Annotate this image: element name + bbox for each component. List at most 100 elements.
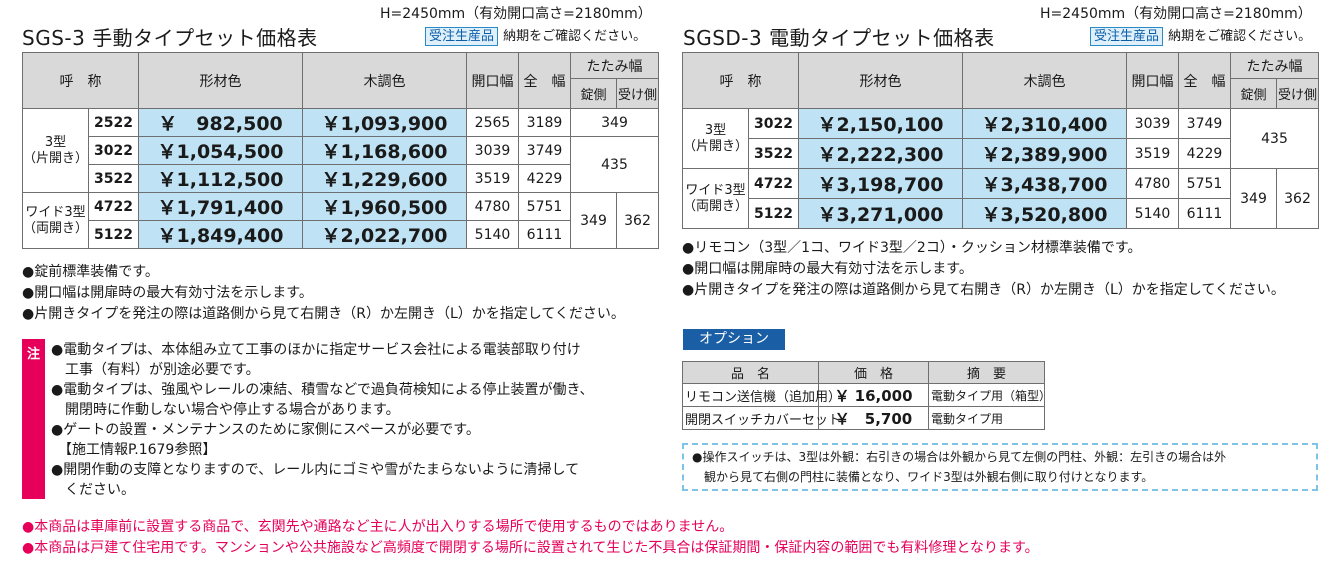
- footer-note: ●本商品は戸建て住宅用です。マンションや公共施設など高頻度で開閉する場所に設置さ…: [22, 540, 1039, 556]
- wood-price: ￥2,310,400: [962, 108, 1127, 139]
- header-total-width: 全 幅: [1178, 52, 1231, 109]
- opening-cell: 3519: [466, 164, 519, 193]
- lock-side-cell: 349: [1230, 168, 1277, 229]
- wood-price: ￥3,520,800: [962, 198, 1127, 229]
- total-cell: 3749: [1178, 108, 1231, 139]
- opening-cell: 5140: [1126, 198, 1179, 229]
- header-metal-color: 形材色: [798, 52, 963, 109]
- fold-cell: 435: [1230, 108, 1319, 169]
- wood-price: ￥1,168,600: [302, 136, 467, 165]
- total-cell: 3189: [518, 108, 571, 137]
- header-opening-width: 開口幅: [1126, 52, 1179, 109]
- option-header-desc: 摘 要: [928, 361, 1045, 384]
- receive-side-cell: 362: [1276, 168, 1319, 229]
- note-line: ●片開きタイプを発注の際は道路側から見て右開き（R）か左開き（L）かを指定してく…: [22, 306, 625, 322]
- caution-line: ●電動タイプは、強風やレールの凍結、積雪などで過負荷検知による停止装置が働き、: [51, 382, 594, 398]
- table-row: 3522 ￥2,222,300 ￥2,389,900 3519 4229: [683, 138, 1319, 169]
- caution-line: ●電動タイプは、本体組み立て工事のほかに指定サービス会社による電装部取り付け: [51, 342, 581, 358]
- header-metal-color: 形材色: [138, 52, 303, 109]
- right-price-table: 呼 称 形材色 木調色 開口幅 全 幅 たたみ幅 錠側 受け側 3型 （片開き） …: [682, 52, 1319, 229]
- note-line: ●開口幅は開扉時の最大有効寸法を示します。: [22, 285, 313, 301]
- note-line: ●錠前標準装備です。: [22, 264, 159, 280]
- lock-side-cell: 349: [570, 192, 617, 249]
- caution-line: 開閉時に作動しない場合や停止する場合があります。: [51, 402, 400, 418]
- opening-cell: 5140: [466, 220, 519, 249]
- header-fold-width: たたみ幅: [1230, 52, 1319, 79]
- option-tab: オプション: [683, 329, 785, 350]
- switch-note-line: 観から見て右側の門柱に装備となり、ワイド3型は外観右側に取り付けとなります。: [692, 470, 1154, 484]
- opening-cell: 4780: [466, 192, 519, 221]
- table-row: 3型 （片開き） 2522 ￥ 982,500 ￥1,093,900 2565 3…: [22, 108, 659, 193]
- total-cell: 5751: [518, 192, 571, 221]
- type-cell: ワイド3型 （両開き）: [682, 168, 749, 229]
- metal-price: ￥1,112,500: [138, 164, 303, 193]
- wood-price: ￥1,960,500: [302, 192, 467, 221]
- right-height-note: H=2450mm（有効開口高さ=2180mm）: [1040, 6, 1312, 22]
- header-receive-side: 受け側: [616, 78, 659, 109]
- metal-price: ￥1,791,400: [138, 192, 303, 221]
- left-badge-row: 受注生産品 納期をご確認ください。: [425, 25, 646, 46]
- made-to-order-badge: 受注生産品: [425, 27, 499, 46]
- caution-line: ください。: [51, 482, 135, 498]
- left-notes: ●錠前標準装備です。 ●開口幅は開扉時の最大有効寸法を示します。 ●片開きタイプ…: [22, 262, 625, 325]
- table-row: 5122 ￥3,271,000 ￥3,520,800 5140 6111: [683, 198, 1319, 229]
- metal-price: ￥ 982,500: [138, 108, 303, 137]
- total-cell: 6111: [1178, 198, 1231, 229]
- opening-cell: 3039: [1126, 108, 1179, 139]
- option-header-price: 価 格: [818, 361, 929, 384]
- code-cell: 4722: [88, 192, 139, 221]
- total-cell: 6111: [518, 220, 571, 249]
- note-line: ●片開きタイプを発注の際は道路側から見て右開き（R）か左開き（L）かを指定してく…: [682, 282, 1285, 298]
- code-cell: 3522: [88, 164, 139, 193]
- wood-price: ￥1,229,600: [302, 164, 467, 193]
- header-total-width: 全 幅: [518, 52, 571, 109]
- switch-note-box: ●操作スイッチは、3型は外観：右引きの場合は外観から見て左側の門柱、外観：左引き…: [682, 443, 1318, 491]
- right-badge-row: 受注生産品 納期をご確認ください。: [1090, 25, 1311, 46]
- header-name: 呼 称: [682, 52, 799, 109]
- option-desc: 電動タイプ用（箱型）: [928, 383, 1051, 407]
- code-cell: 3022: [748, 108, 799, 139]
- total-cell: 4229: [1178, 138, 1231, 169]
- total-cell: 3749: [518, 136, 571, 165]
- receive-side-cell: 362: [616, 192, 659, 249]
- table-row: 3022 ￥1,054,500 ￥1,168,600 3039 3749 435: [23, 136, 659, 193]
- left-badge-note: 納期をご確認ください。: [503, 29, 647, 44]
- table-row: 3型 （片開き） 3022 ￥2,150,100 ￥2,310,400 3039 …: [682, 108, 1319, 169]
- header-lock-side: 錠側: [1230, 78, 1277, 109]
- option-name: 開閉スイッチカバーセット: [682, 406, 841, 430]
- metal-price: ￥3,198,700: [798, 168, 963, 199]
- fold-cell: 435: [570, 136, 659, 193]
- code-cell: 3522: [748, 138, 799, 169]
- table-row: ワイド3型 （両開き） 4722 ￥1,791,400 ￥1,960,500 47…: [22, 192, 659, 249]
- fold-cell: 349: [570, 108, 659, 137]
- wood-price: ￥2,389,900: [962, 138, 1127, 169]
- caution-line: ●開閉作動の支障となりますので、レール内にゴミや雪がたまらないように清掃して: [51, 462, 580, 478]
- note-line: ●リモコン（3型／1コ、ワイド3型／2コ）・クッション材標準装備です。: [682, 240, 1142, 256]
- caution-line: ●ゲートの設置・メンテナンスのために家側にスペースが必要です。: [51, 422, 480, 438]
- header-wood-color: 木調色: [302, 52, 467, 109]
- header-lock-side: 錠側: [570, 78, 617, 109]
- metal-price: ￥1,054,500: [138, 136, 303, 165]
- header-name: 呼 称: [22, 52, 139, 109]
- total-cell: 5751: [1178, 168, 1231, 199]
- right-notes: ●リモコン（3型／1コ、ワイド3型／2コ）・クッション材標準装備です。 ●開口幅…: [682, 238, 1285, 301]
- code-cell: 4722: [748, 168, 799, 199]
- table-row: ワイド3型 （両開き） 4722 ￥3,198,700 ￥3,438,700 47…: [682, 168, 1319, 229]
- type-cell: ワイド3型 （両開き）: [22, 192, 89, 249]
- left-price-table: 呼 称 形材色 木調色 開口幅 全 幅 たたみ幅 錠側 受け側 3型 （片開き） …: [22, 52, 659, 249]
- opening-cell: 3039: [466, 136, 519, 165]
- option-name: リモコン送信機（追加用）: [682, 383, 841, 407]
- wood-price: ￥1,093,900: [302, 108, 467, 137]
- metal-price: ￥2,150,100: [798, 108, 963, 139]
- caution-marker: 注: [22, 339, 45, 499]
- wood-price: ￥3,438,700: [962, 168, 1127, 199]
- table-row: 開閉スイッチカバーセット ￥ 5,700 電動タイプ用: [682, 406, 1045, 430]
- option-price: ￥ 5,700: [818, 406, 929, 430]
- opening-cell: 2565: [466, 108, 519, 137]
- footer-note: ●本商品は車庫前に設置する商品で、玄関先や通路など主に人が出入りする場所で使用す…: [22, 519, 734, 535]
- option-table: 品 名 価 格 摘 要 リモコン送信機（追加用） ￥ 16,000 電動タイプ用…: [682, 361, 1051, 430]
- header-opening-width: 開口幅: [466, 52, 519, 109]
- table-row: リモコン送信機（追加用） ￥ 16,000 電動タイプ用（箱型）: [682, 383, 1051, 407]
- table-row: 5122 ￥1,849,400 ￥2,022,700 5140 6111: [23, 220, 659, 249]
- left-title: SGS-3 手動タイプセット価格表: [22, 26, 318, 50]
